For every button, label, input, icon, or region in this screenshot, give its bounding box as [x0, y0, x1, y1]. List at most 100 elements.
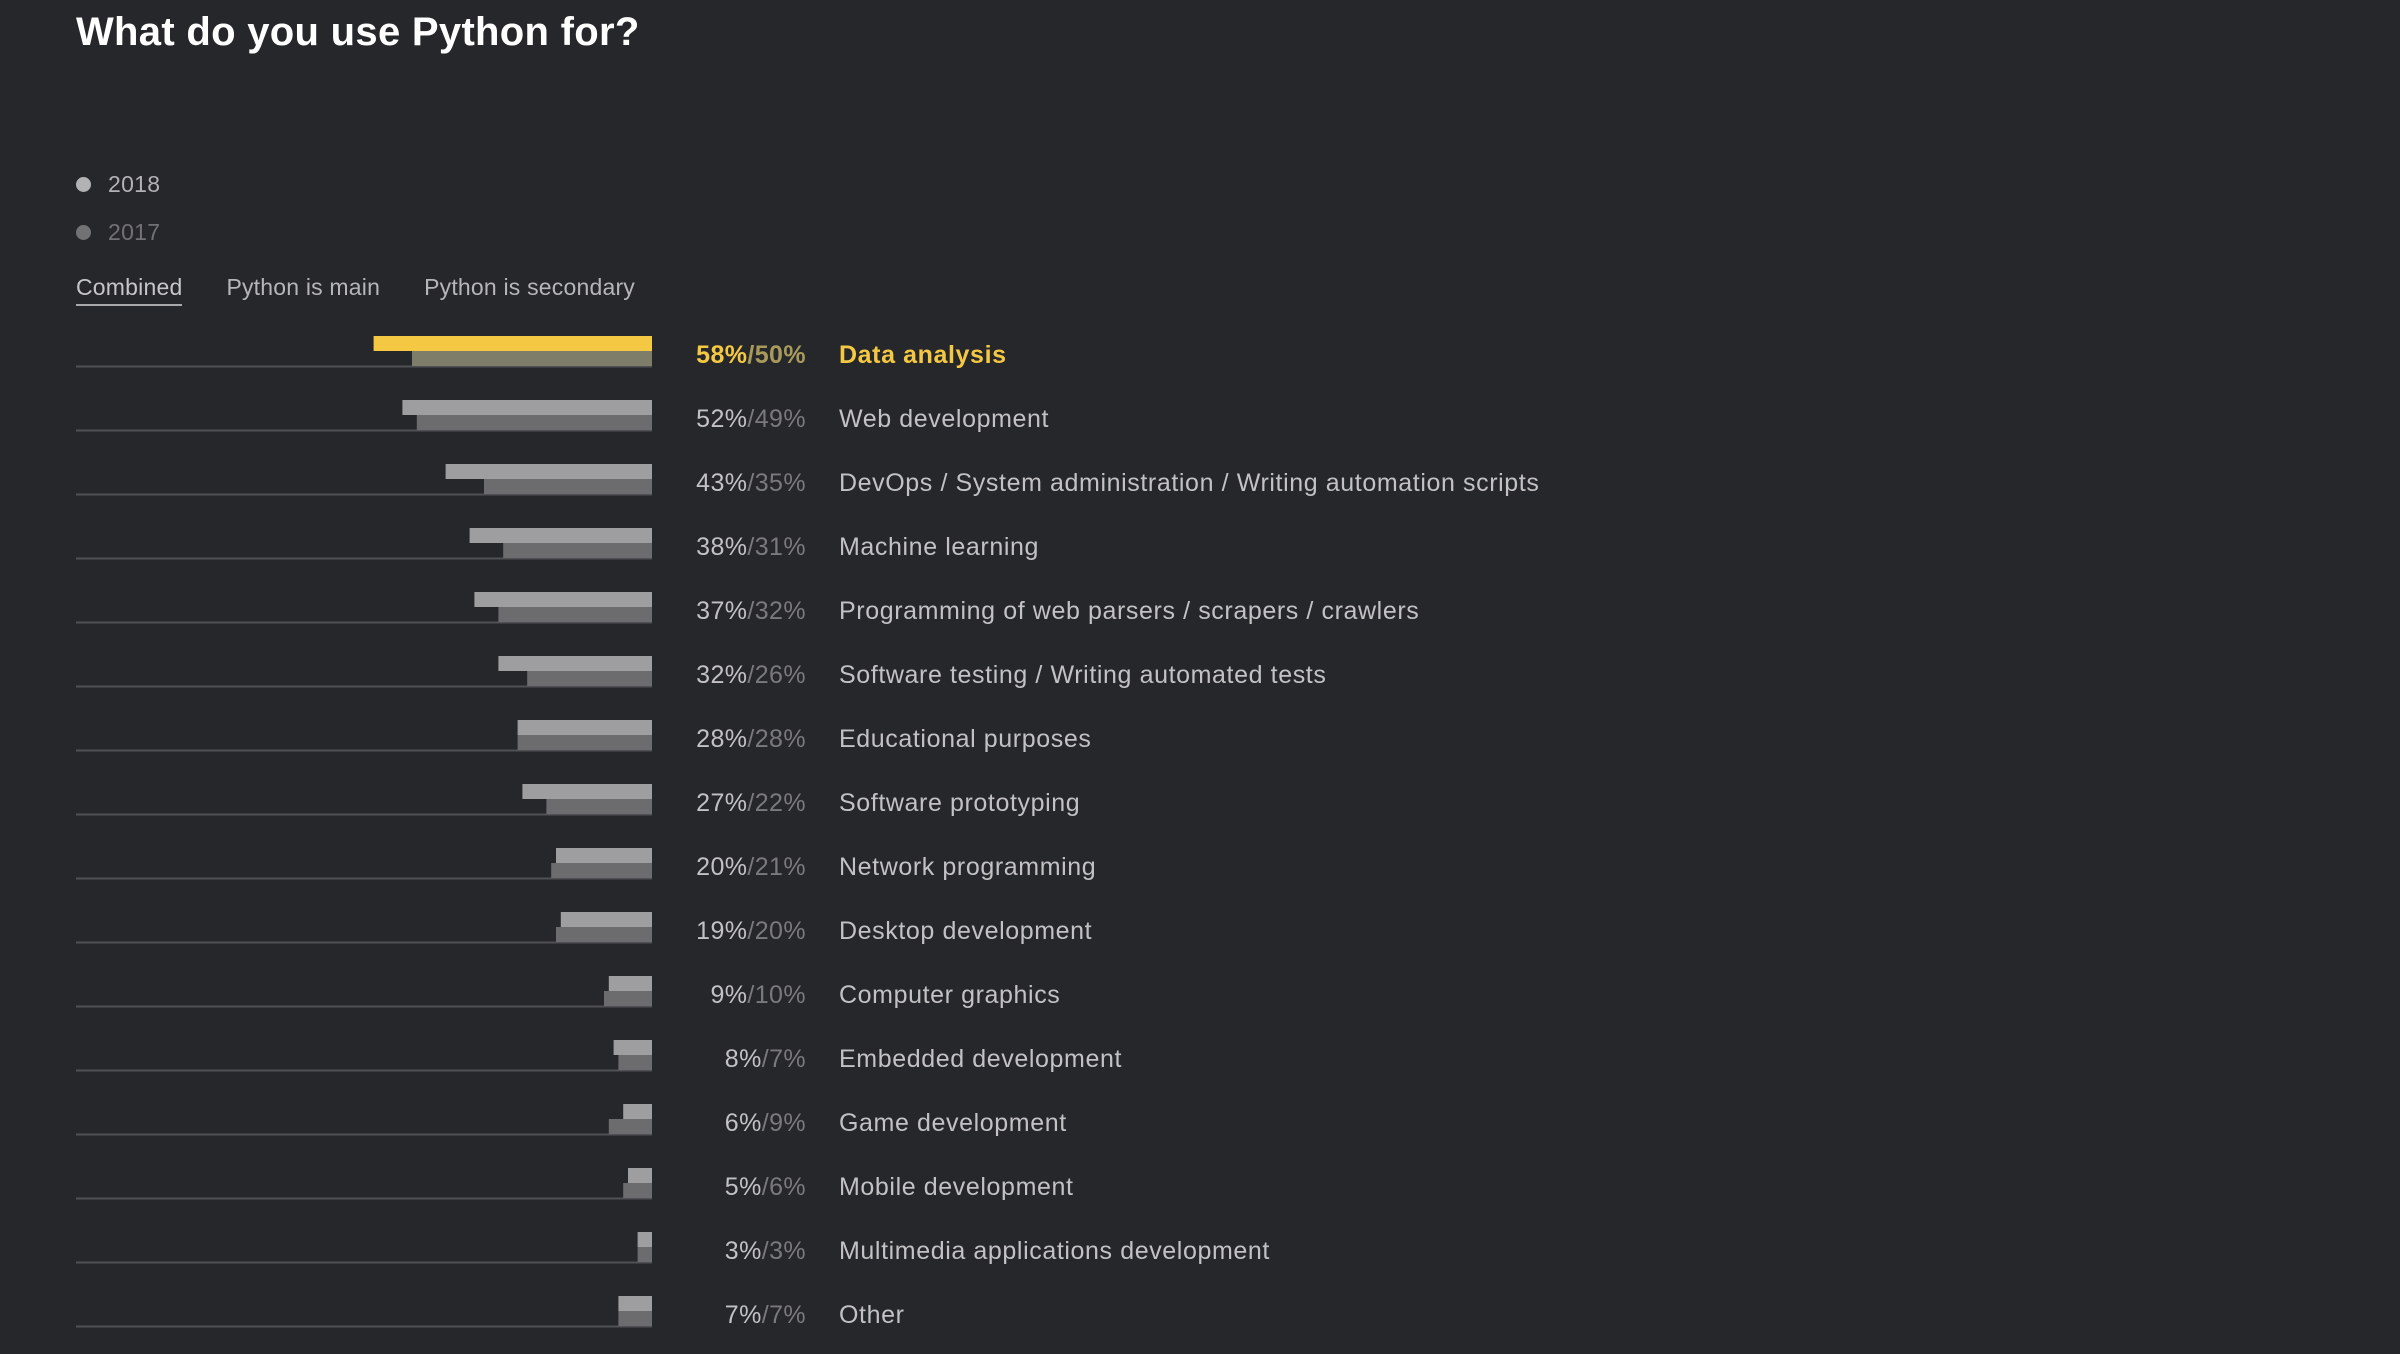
- bar-2018: [445, 464, 652, 479]
- value-label: 58%/50%: [696, 341, 806, 369]
- bar-2018: [517, 720, 652, 735]
- value-label: 6%/9%: [725, 1109, 806, 1137]
- bar-row[interactable]: 52%/49% Web development: [76, 400, 1049, 433]
- value-2017: /49%: [747, 405, 806, 433]
- tab-python-is-main[interactable]: Python is main: [226, 274, 381, 300]
- bar-2018: [474, 592, 652, 607]
- bar-row[interactable]: 3%/3% Multimedia applications development: [76, 1232, 1270, 1265]
- value-2018: 20%: [696, 853, 747, 881]
- value-2018: 9%: [710, 981, 747, 1009]
- bar-row[interactable]: 8%/7% Embedded development: [76, 1040, 1122, 1073]
- category-label: Embedded development: [839, 1045, 1122, 1073]
- bar-2017: [546, 799, 652, 814]
- bar-row[interactable]: 6%/9% Game development: [76, 1104, 1067, 1137]
- bar-row[interactable]: 58%/50% Data analysis: [76, 336, 1007, 369]
- value-2017: /32%: [747, 597, 806, 625]
- bar-row[interactable]: 7%/7% Other: [76, 1296, 905, 1329]
- category-label: Educational purposes: [839, 725, 1091, 753]
- value-2017: /6%: [762, 1173, 806, 1201]
- legend-item-2018[interactable]: 2018: [76, 160, 160, 208]
- value-2018: 43%: [696, 469, 747, 497]
- bar-2018: [498, 656, 652, 671]
- bar-2017: [637, 1247, 652, 1262]
- value-2017: /10%: [747, 981, 806, 1009]
- bar-2018: [522, 784, 652, 799]
- category-label: Network programming: [839, 853, 1096, 881]
- tab-python-is-secondary[interactable]: Python is secondary: [424, 274, 636, 300]
- category-label: Game development: [839, 1109, 1067, 1137]
- value-label: 32%/26%: [696, 661, 806, 689]
- bar-row[interactable]: 32%/26% Software testing / Writing automa…: [76, 656, 1326, 689]
- category-label: Data analysis: [839, 341, 1007, 369]
- value-2018: 7%: [725, 1301, 762, 1329]
- legend-dot-2018: [76, 176, 91, 192]
- value-2017: /7%: [762, 1045, 806, 1073]
- bar-2017: [484, 479, 652, 494]
- category-label: Programming of web parsers / scrapers / …: [839, 597, 1419, 625]
- bar-row[interactable]: 5%/6% Mobile development: [76, 1168, 1074, 1201]
- bar-2017: [517, 735, 652, 750]
- value-2018: 19%: [696, 917, 747, 945]
- value-2018: 3%: [725, 1237, 762, 1265]
- value-2018: 27%: [696, 789, 747, 817]
- bar-row[interactable]: 20%/21% Network programming: [76, 848, 1096, 881]
- value-label: 9%/10%: [710, 981, 806, 1009]
- value-2017: /21%: [747, 853, 806, 881]
- category-label: Other: [839, 1301, 905, 1329]
- value-label: 52%/49%: [696, 405, 806, 433]
- value-label: 28%/28%: [696, 725, 806, 753]
- bar-2018: [560, 912, 652, 927]
- bar-row[interactable]: 19%/20% Desktop development: [76, 912, 1092, 945]
- category-label: Software testing / Writing automated tes…: [839, 661, 1326, 689]
- value-label: 19%/20%: [696, 917, 806, 945]
- value-2017: /7%: [762, 1301, 806, 1329]
- bar-row[interactable]: 43%/35% DevOps / System administration / …: [76, 464, 1539, 497]
- value-2018: 5%: [725, 1173, 762, 1201]
- bar-row[interactable]: 37%/32% Programming of web parsers / scra…: [76, 592, 1419, 625]
- legend-item-2017[interactable]: 2017: [76, 208, 160, 256]
- value-label: 3%/3%: [725, 1237, 806, 1265]
- tab-combined[interactable]: Combined: [76, 274, 183, 306]
- bar-row[interactable]: 9%/10% Computer graphics: [76, 976, 1060, 1009]
- bar-2018: [623, 1104, 652, 1119]
- bar-row[interactable]: 27%/22% Software prototyping: [76, 784, 1080, 817]
- value-label: 27%/22%: [696, 789, 806, 817]
- bar-2018: [628, 1168, 652, 1183]
- legend-label-2017: 2017: [108, 218, 161, 245]
- bar-row[interactable]: 38%/31% Machine learning: [76, 528, 1039, 561]
- category-label: Desktop development: [839, 917, 1092, 945]
- value-2018: 58%: [696, 341, 747, 369]
- bar-2017: [623, 1183, 652, 1198]
- bar-2018: [556, 848, 652, 863]
- bar-2017: [556, 927, 652, 942]
- value-2018: 6%: [725, 1109, 762, 1137]
- value-2017: /20%: [747, 917, 806, 945]
- legend: 2018 2017: [76, 160, 160, 256]
- value-2018: 37%: [696, 597, 747, 625]
- legend-dot-2017: [76, 224, 91, 240]
- category-label: Mobile development: [839, 1173, 1074, 1201]
- bar-2018: [373, 336, 652, 351]
- bar-2017: [498, 607, 652, 622]
- bar-2017: [618, 1055, 652, 1070]
- value-2018: 52%: [696, 405, 747, 433]
- value-label: 37%/32%: [696, 597, 806, 625]
- legend-label-2018: 2018: [108, 170, 161, 197]
- value-2017: /28%: [747, 725, 806, 753]
- view-tabs: Combined Python is main Python is second…: [76, 274, 635, 306]
- value-label: 43%/35%: [696, 469, 806, 497]
- value-2017: /22%: [747, 789, 806, 817]
- value-label: 7%/7%: [725, 1301, 806, 1329]
- bar-2017: [503, 543, 652, 558]
- bar-2018: [469, 528, 652, 543]
- value-2018: 28%: [696, 725, 747, 753]
- value-2017: /26%: [747, 661, 806, 689]
- value-2017: /9%: [762, 1109, 806, 1137]
- value-label: 20%/21%: [696, 853, 806, 881]
- bar-row[interactable]: 28%/28% Educational purposes: [76, 720, 1091, 753]
- bar-2018: [608, 976, 652, 991]
- value-2017: /50%: [747, 341, 806, 369]
- chart-title: What do you use Python for?: [76, 10, 640, 54]
